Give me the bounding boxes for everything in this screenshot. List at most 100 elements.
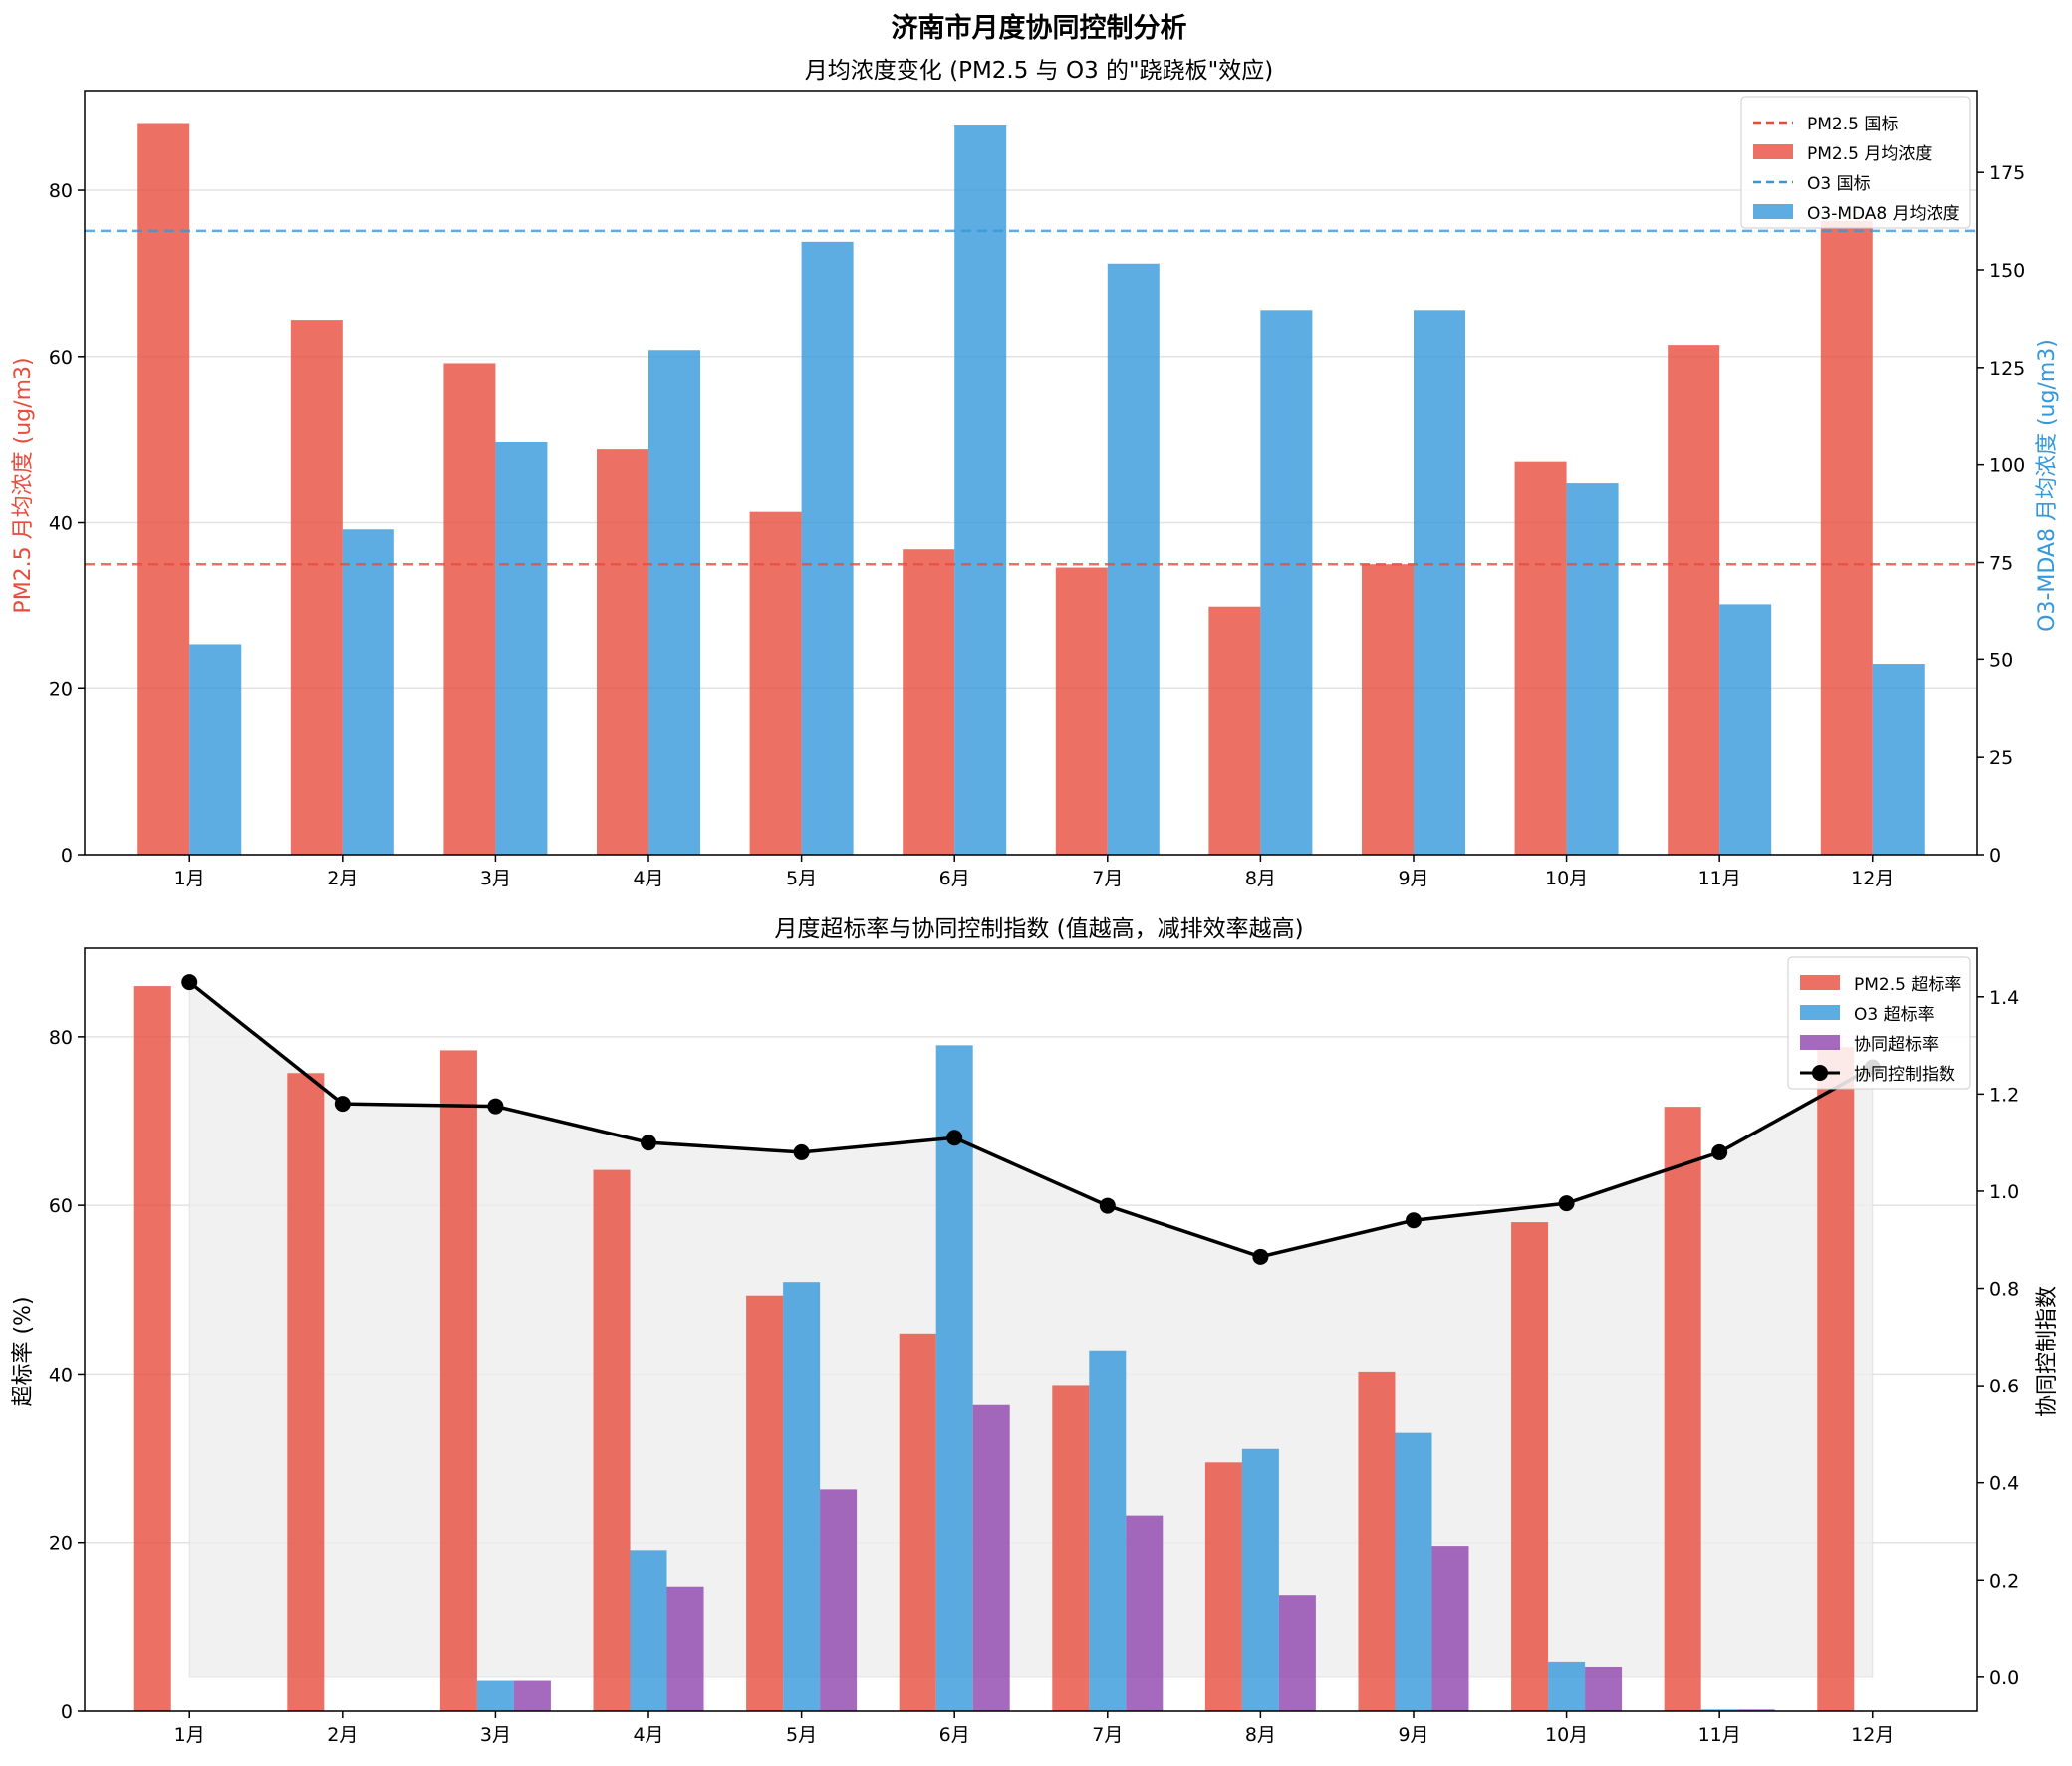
left-tick-label: 80 — [49, 1027, 73, 1049]
bar — [1208, 606, 1261, 855]
bar — [746, 1295, 784, 1711]
bar — [1548, 1661, 1586, 1711]
legend-swatch-marker — [1812, 1065, 1828, 1081]
left-tick-label: 40 — [49, 513, 73, 535]
right-tick-label: 1.2 — [1989, 1084, 2019, 1106]
left-tick-label: 20 — [49, 678, 73, 700]
x-tick-label: 9月 — [1398, 868, 1428, 889]
right-tick-label: 1.4 — [1989, 987, 2019, 1009]
bar — [189, 644, 242, 855]
bar — [495, 441, 548, 855]
x-tick-label: 7月 — [1092, 1724, 1123, 1746]
bar — [1361, 564, 1414, 855]
left-tick-label: 80 — [49, 180, 73, 202]
x-tick-label: 11月 — [1698, 1724, 1741, 1746]
bar — [1664, 1107, 1701, 1711]
figure-title: 济南市月度协同控制分析 — [892, 12, 1187, 44]
bar — [1089, 1350, 1127, 1711]
right-tick-label: 0.4 — [1989, 1473, 2019, 1495]
legend-label: PM2.5 国标 — [1807, 115, 1898, 134]
x-tick-label: 10月 — [1545, 1724, 1588, 1746]
right-tick-label: 0.2 — [1989, 1570, 2019, 1592]
concentration-chart: 月均浓度变化 (PM2.5 与 O3 的"跷跷板"效应) PM2.5 月均浓度 … — [11, 58, 2060, 889]
bar — [1872, 664, 1925, 855]
bar — [1126, 1515, 1164, 1711]
right-tick-label: 50 — [1989, 649, 2013, 671]
index-point — [1099, 1197, 1116, 1214]
right-tick-label: 25 — [1989, 747, 2013, 769]
chart1-right-ylabel: O3-MDA8 月均浓度 (ug/m3) — [2035, 339, 2060, 631]
x-tick-label: 2月 — [327, 868, 358, 889]
x-tick-label: 5月 — [786, 1724, 817, 1746]
legend-swatch-bar — [1753, 144, 1793, 159]
index-point — [181, 974, 198, 991]
left-tick-label: 40 — [49, 1364, 73, 1386]
legend-box — [1740, 96, 1971, 229]
index-point — [1405, 1212, 1422, 1229]
exceedance-chart: 月度超标率与协同控制指数 (值越高，减排效率越高) 超标率 (%) 协同控制指数… — [11, 916, 2060, 1746]
bar — [597, 449, 649, 855]
bar — [1278, 1595, 1316, 1711]
legend-label: 协同控制指数 — [1854, 1065, 1955, 1085]
x-tick-label: 8月 — [1245, 1724, 1276, 1746]
index-point — [1558, 1195, 1575, 1212]
chart1-left-ylabel: PM2.5 月均浓度 (ug/m3) — [11, 357, 36, 613]
bar — [783, 1282, 821, 1711]
x-tick-label: 4月 — [633, 1724, 663, 1746]
bar — [1204, 1462, 1242, 1711]
x-tick-label: 5月 — [786, 868, 817, 889]
legend-label: 协同超标率 — [1854, 1035, 1939, 1055]
x-tick-label: 12月 — [1851, 1724, 1894, 1746]
bar — [1107, 263, 1160, 855]
chart2-left-ylabel: 超标率 (%) — [11, 1296, 36, 1406]
bar — [1668, 345, 1720, 855]
legend-label: O3 超标率 — [1854, 1005, 1935, 1025]
left-tick-label: 60 — [49, 347, 73, 369]
bar — [1700, 1709, 1738, 1711]
bar — [801, 241, 854, 855]
legend-label: O3-MDA8 月均浓度 — [1807, 204, 1960, 224]
right-tick-label: 150 — [1989, 260, 2025, 282]
chart2-title: 月度超标率与协同控制指数 (值越高，减排效率越高) — [774, 916, 1303, 942]
left-tick-label: 0 — [61, 845, 73, 867]
legend-label: O3 国标 — [1807, 174, 1871, 194]
right-tick-label: 175 — [1989, 162, 2025, 184]
bar — [820, 1489, 858, 1711]
bar — [137, 123, 190, 855]
bar — [133, 986, 171, 1711]
right-tick-label: 125 — [1989, 358, 2025, 379]
x-tick-label: 9月 — [1398, 1724, 1428, 1746]
bar — [1260, 310, 1313, 855]
bar — [593, 1169, 631, 1711]
bar — [954, 125, 1007, 855]
bar — [903, 549, 955, 855]
index-point — [1252, 1248, 1269, 1265]
right-tick-label: 1.0 — [1989, 1181, 2019, 1203]
bar — [666, 1586, 704, 1711]
bar — [513, 1680, 551, 1711]
right-tick-label: 75 — [1989, 553, 2013, 575]
right-tick-label: 0.0 — [1989, 1667, 2019, 1689]
x-tick-label: 12月 — [1851, 868, 1894, 889]
index-point — [487, 1098, 504, 1115]
bar — [899, 1333, 936, 1711]
bar — [1817, 1047, 1855, 1711]
bar — [1585, 1666, 1623, 1711]
right-tick-label: 0.8 — [1989, 1279, 2019, 1301]
x-tick-label: 6月 — [939, 1724, 970, 1746]
x-tick-label: 4月 — [633, 868, 663, 889]
bar — [749, 511, 802, 855]
legend-label: PM2.5 月均浓度 — [1807, 144, 1932, 164]
bar — [1566, 483, 1619, 855]
chart2-right-ylabel: 协同控制指数 — [2035, 1286, 2060, 1417]
bar — [648, 350, 701, 855]
index-point — [946, 1130, 963, 1146]
chart1-title: 月均浓度变化 (PM2.5 与 O3 的"跷跷板"效应) — [805, 58, 1273, 84]
x-tick-label: 3月 — [480, 1724, 511, 1746]
bar — [342, 529, 394, 855]
bar — [287, 1073, 325, 1711]
x-tick-label: 1月 — [174, 1724, 205, 1746]
bar — [630, 1550, 667, 1711]
x-tick-label: 1月 — [174, 868, 205, 889]
